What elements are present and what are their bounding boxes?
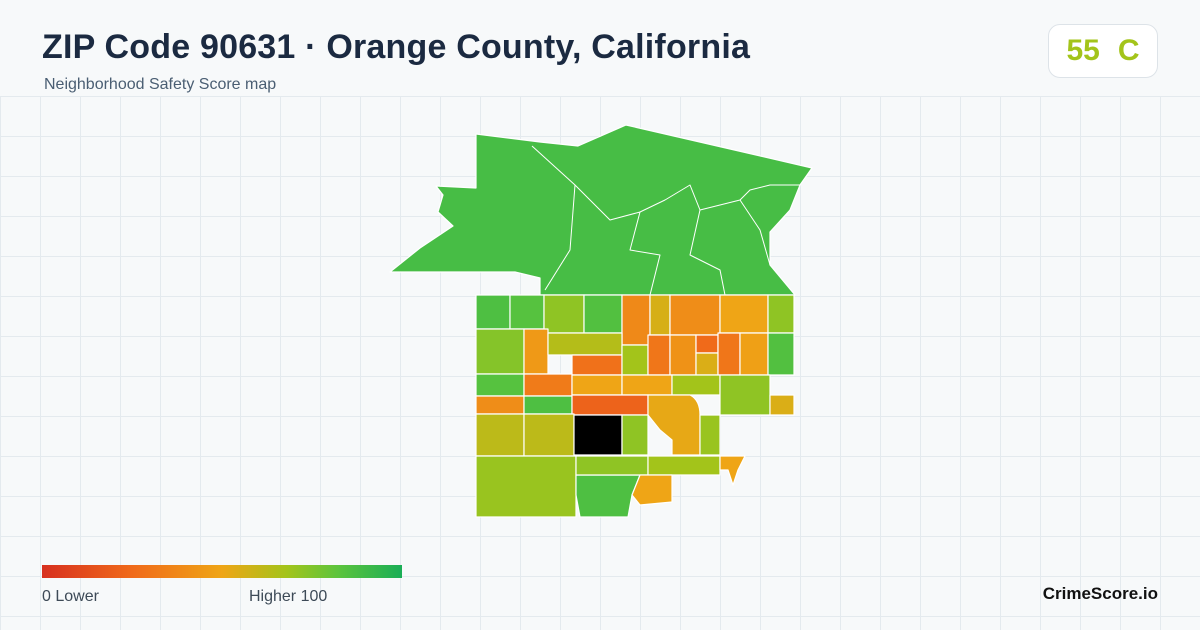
map-region-ne-block-1[interactable] xyxy=(719,294,769,334)
map-region-w-block-2[interactable] xyxy=(523,328,549,375)
map-region-e-block-1[interactable] xyxy=(717,332,741,376)
map-region-center-3[interactable] xyxy=(669,334,697,376)
map-region-south-3[interactable] xyxy=(523,395,573,415)
map-region-center-north-3[interactable] xyxy=(669,294,721,336)
page-subtitle: Neighborhood Safety Score map xyxy=(44,76,277,93)
map-region-south-6[interactable] xyxy=(475,455,577,518)
map-region-center-5[interactable] xyxy=(695,352,719,376)
legend-gradient-bar xyxy=(42,565,402,578)
map-region-e-block-3[interactable] xyxy=(767,332,795,376)
map-region-south-8[interactable] xyxy=(575,455,649,476)
overall-score-badge: 55 C xyxy=(1048,24,1158,78)
map-region-south-9[interactable] xyxy=(647,455,721,476)
header: ZIP Code 90631 · Orange County, Californ… xyxy=(0,0,1200,96)
map-region-south-4[interactable] xyxy=(475,413,525,457)
map-region-center-4[interactable] xyxy=(695,334,719,354)
legend-high-label: Higher 100 xyxy=(249,588,328,605)
map-region-s-center-1[interactable] xyxy=(523,373,573,397)
map-region-ne-block-2[interactable] xyxy=(767,294,795,334)
map-region-se-block-2[interactable] xyxy=(719,374,771,416)
map-region-w-block-3[interactable] xyxy=(547,332,623,356)
brand-logo-text: CrimeScore.io xyxy=(1042,584,1158,603)
map-region-nw-block-2[interactable] xyxy=(509,294,545,330)
map-region-nw-block-1[interactable] xyxy=(475,294,511,330)
map-region-se-block-1[interactable] xyxy=(671,374,721,396)
map-region-center-north-2[interactable] xyxy=(649,294,671,336)
map-region-sw-block-3[interactable] xyxy=(571,374,623,396)
map-region-center-2[interactable] xyxy=(647,334,671,376)
map-region-nw-block-3[interactable] xyxy=(543,294,585,334)
map-region-south-2[interactable] xyxy=(621,414,649,456)
map-region-center-north-1[interactable] xyxy=(621,294,651,346)
map-region-s-center-4[interactable] xyxy=(647,394,701,456)
map-region-south-11[interactable] xyxy=(719,455,746,486)
map-region-e-block-2[interactable] xyxy=(739,332,769,376)
map-region-s-center-3[interactable] xyxy=(523,413,575,457)
map-region-south-10[interactable] xyxy=(631,474,673,506)
map-region-s-center-5[interactable] xyxy=(573,414,623,456)
map-region-sw-block-2[interactable] xyxy=(475,373,525,397)
legend-low-label: 0 Lower xyxy=(42,588,99,605)
map-region-south-7[interactable] xyxy=(575,474,641,518)
map-region-south-5[interactable] xyxy=(769,394,795,416)
map-region-nw-block-4[interactable] xyxy=(583,294,623,334)
map-region-w-block-1[interactable] xyxy=(475,328,525,375)
map-region-s-center-2[interactable] xyxy=(571,394,649,416)
map-region-se-block-3[interactable] xyxy=(621,374,673,396)
page-title: ZIP Code 90631 · Orange County, Californ… xyxy=(42,28,751,66)
score-grade: C xyxy=(1117,34,1140,67)
map-region-north-hills[interactable] xyxy=(389,124,813,296)
score-value: 55 xyxy=(1066,34,1100,67)
map-region-south-1[interactable] xyxy=(699,414,721,456)
map-region-sw-block-1[interactable] xyxy=(475,395,525,415)
map-region-center-1[interactable] xyxy=(621,344,649,376)
map-region-w-block-4[interactable] xyxy=(571,354,623,376)
